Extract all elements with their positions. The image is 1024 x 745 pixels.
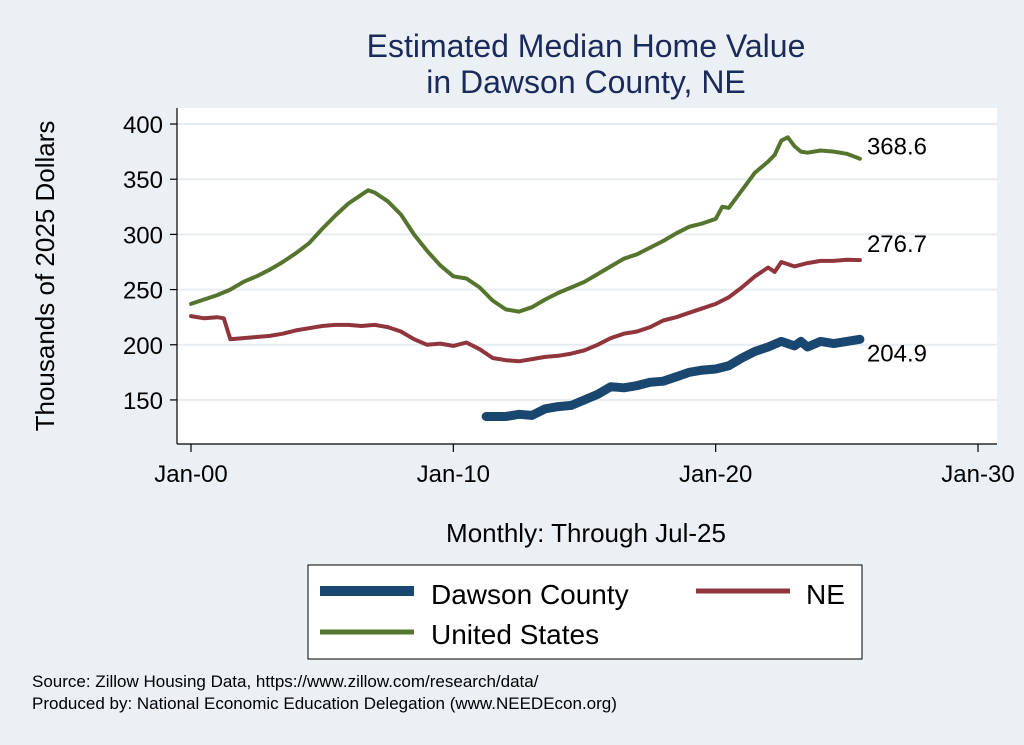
series-line-united-states [189,135,862,314]
end-label-ne: 276.7 [867,231,927,258]
x-tick-label-jan-30: Jan-30 [941,461,1014,488]
axes: 150 200 250 300 350 400 Jan-00 Jan-10 Jan-20 Jan-… [123,108,1015,488]
x-tick-label-jan-20: Jan-20 [679,461,752,488]
y-tick-label-350: 350 [123,167,163,194]
produced-by-note: Produced by: National Economic Education… [32,694,617,713]
y-tick-label-150: 150 [123,388,163,415]
series-line-dawson-county [481,334,865,421]
y-tick-label-250: 250 [123,278,163,305]
legend-label-ne: NE [806,579,845,610]
legend-label-dawson-county: Dawson County [431,579,629,610]
chart-title-line-1: Estimated Median Home Value [367,28,806,64]
end-label-united-states: 368.6 [867,134,927,161]
y-tick-label-200: 200 [123,333,163,360]
x-axis-title: Monthly: Through Jul-25 [446,518,726,548]
x-tick-label-jan-00: Jan-00 [154,461,227,488]
end-label-dawson-county: 204.9 [867,340,927,367]
plot-area [177,108,997,444]
legend-box [307,564,863,660]
y-tick-label-300: 300 [123,222,163,249]
y-tick-label-400: 400 [123,112,163,139]
chart-title-line-2: in Dawson County, NE [426,64,746,100]
series-line-ne [189,257,862,364]
y-axis-title: Thousands of 2025 Dollars [30,121,60,432]
legend-label-united-states: United States [431,619,599,650]
end-labels: 204.9 276.7 368.6 [867,134,927,368]
series-lines [189,135,865,421]
legend: Dawson County NE United States [307,564,863,660]
x-tick-label-jan-10: Jan-10 [417,461,490,488]
source-note: Source: Zillow Housing Data, https://www… [32,672,539,691]
